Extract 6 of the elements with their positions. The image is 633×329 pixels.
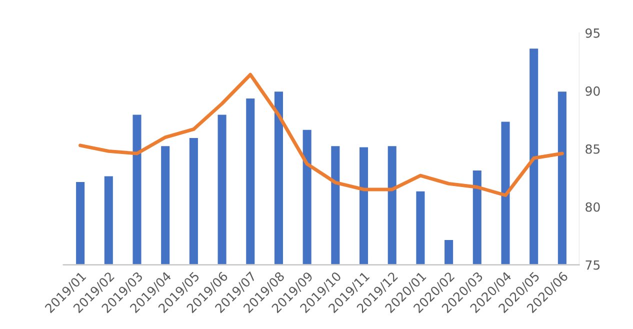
y-tick-label: 85 bbox=[586, 144, 600, 154]
y-tick-label: 80 bbox=[586, 202, 600, 212]
line-series bbox=[78, 72, 564, 197]
y-tick-label: 95 bbox=[586, 28, 600, 38]
y-tick-label: 75 bbox=[586, 260, 600, 270]
y-tick-label: 90 bbox=[586, 86, 600, 96]
